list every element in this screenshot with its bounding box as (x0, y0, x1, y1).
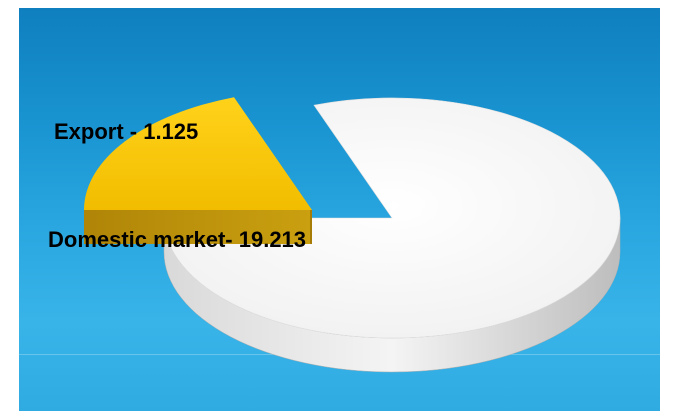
pie-slice-export (83, 97, 312, 244)
pie-slice-domestic-market-top (163, 97, 621, 339)
data-label-export: Export - 1.125 (54, 119, 198, 144)
pie-slice-export-top (83, 97, 312, 210)
pie-slice-export-side (84, 210, 312, 244)
data-label-domestic-market: Domestic market- 19.213 (48, 227, 306, 252)
pie-slice-domestic-market (163, 97, 621, 373)
pie-slice-export-cut-face (310, 210, 312, 244)
